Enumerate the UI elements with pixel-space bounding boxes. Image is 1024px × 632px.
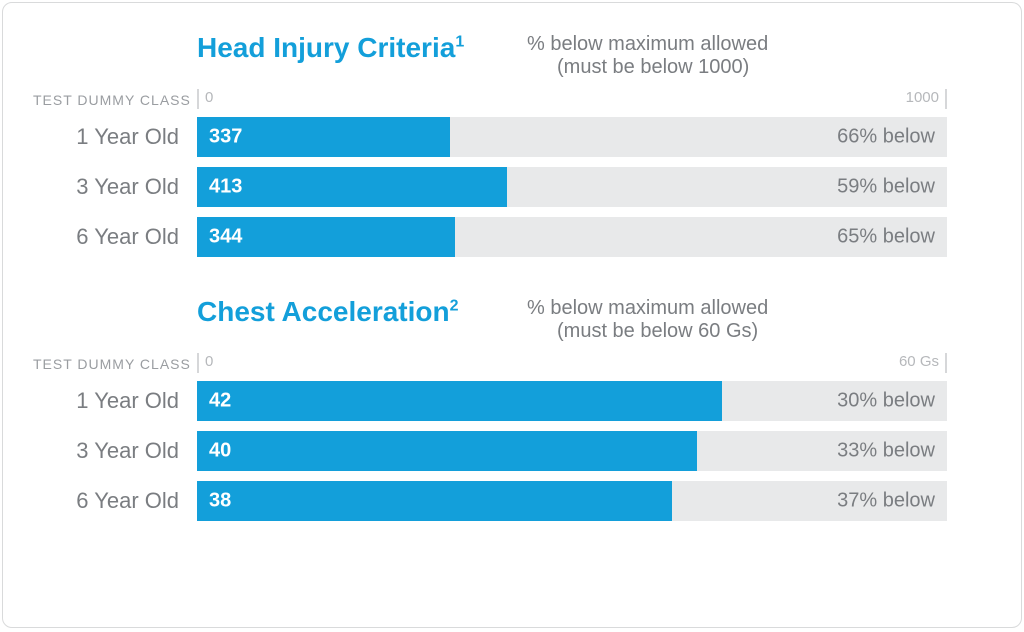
chart-card: Head Injury Criteria1 % below maximum al…: [2, 2, 1022, 628]
row-label: 6 Year Old: [33, 488, 197, 514]
test-dummy-class-label: TEST DUMMY CLASS: [33, 92, 191, 108]
row-label: 3 Year Old: [33, 438, 197, 464]
bar-fill: [197, 481, 672, 521]
axis-tick-min: [197, 353, 199, 373]
axis-max-label: 1000: [906, 89, 939, 106]
bar-row: 3 Year Old 413 59% below: [33, 167, 991, 207]
bar-value: 413: [209, 176, 242, 199]
axis-row: TEST DUMMY CLASS 0 60 Gs: [33, 353, 991, 375]
bar-track: 413 59% below: [197, 167, 947, 207]
bar-value: 344: [209, 226, 242, 249]
axis-row: TEST DUMMY CLASS 0 1000: [33, 89, 991, 111]
section-header-row: Head Injury Criteria1 % below maximum al…: [33, 33, 991, 79]
bar-row: 1 Year Old 42 30% below: [33, 381, 991, 421]
section-head-injury: Head Injury Criteria1 % below maximum al…: [33, 33, 991, 257]
bar-value: 38: [209, 490, 231, 513]
bar-pct: 37% below: [837, 490, 935, 513]
section-title-text: Chest Acceleration: [197, 296, 450, 327]
axis-tick-min: [197, 89, 199, 109]
row-label: 3 Year Old: [33, 174, 197, 200]
row-label: 1 Year Old: [33, 124, 197, 150]
bar-pct: 30% below: [837, 390, 935, 413]
axis-max-label: 60 Gs: [899, 353, 939, 370]
section-title-sup: 2: [450, 298, 459, 315]
axis-tick-max: [945, 353, 947, 373]
axis-track: 0 1000: [197, 89, 947, 111]
row-label: 6 Year Old: [33, 224, 197, 250]
section-title: Chest Acceleration2: [197, 297, 517, 328]
test-dummy-class-label: TEST DUMMY CLASS: [33, 356, 191, 372]
bar-row: 6 Year Old 344 65% below: [33, 217, 991, 257]
bar-track: 40 33% below: [197, 431, 947, 471]
bar-track: 344 65% below: [197, 217, 947, 257]
section-subtitle-line1: % below maximum allowed: [527, 297, 947, 320]
bar-pct: 66% below: [837, 126, 935, 149]
axis-min-label: 0: [205, 89, 213, 106]
bar-pct: 33% below: [837, 440, 935, 463]
bar-pct: 65% below: [837, 226, 935, 249]
bar-row: 6 Year Old 38 37% below: [33, 481, 991, 521]
section-header-row: Chest Acceleration2 % below maximum allo…: [33, 297, 991, 343]
axis-track: 0 60 Gs: [197, 353, 947, 375]
section-subtitle-line2: (must be below 1000): [527, 56, 947, 79]
bar-row: 3 Year Old 40 33% below: [33, 431, 991, 471]
section-subtitle-line1: % below maximum allowed: [527, 33, 947, 56]
bar-value: 337: [209, 126, 242, 149]
bar-fill: [197, 431, 697, 471]
bar-track: 337 66% below: [197, 117, 947, 157]
section-title: Head Injury Criteria1: [197, 33, 517, 64]
section-chest-acceleration: Chest Acceleration2 % below maximum allo…: [33, 297, 991, 521]
bar-fill: [197, 381, 722, 421]
bar-pct: 59% below: [837, 176, 935, 199]
section-subtitle-line2: (must be below 60 Gs): [527, 320, 947, 343]
bar-row: 1 Year Old 337 66% below: [33, 117, 991, 157]
bar-value: 42: [209, 390, 231, 413]
bar-value: 40: [209, 440, 231, 463]
bar-track: 38 37% below: [197, 481, 947, 521]
axis-tick-max: [945, 89, 947, 109]
section-title-sup: 1: [455, 34, 464, 51]
row-label: 1 Year Old: [33, 388, 197, 414]
section-title-text: Head Injury Criteria: [197, 32, 455, 63]
bar-fill: [197, 167, 507, 207]
bar-track: 42 30% below: [197, 381, 947, 421]
axis-min-label: 0: [205, 353, 213, 370]
